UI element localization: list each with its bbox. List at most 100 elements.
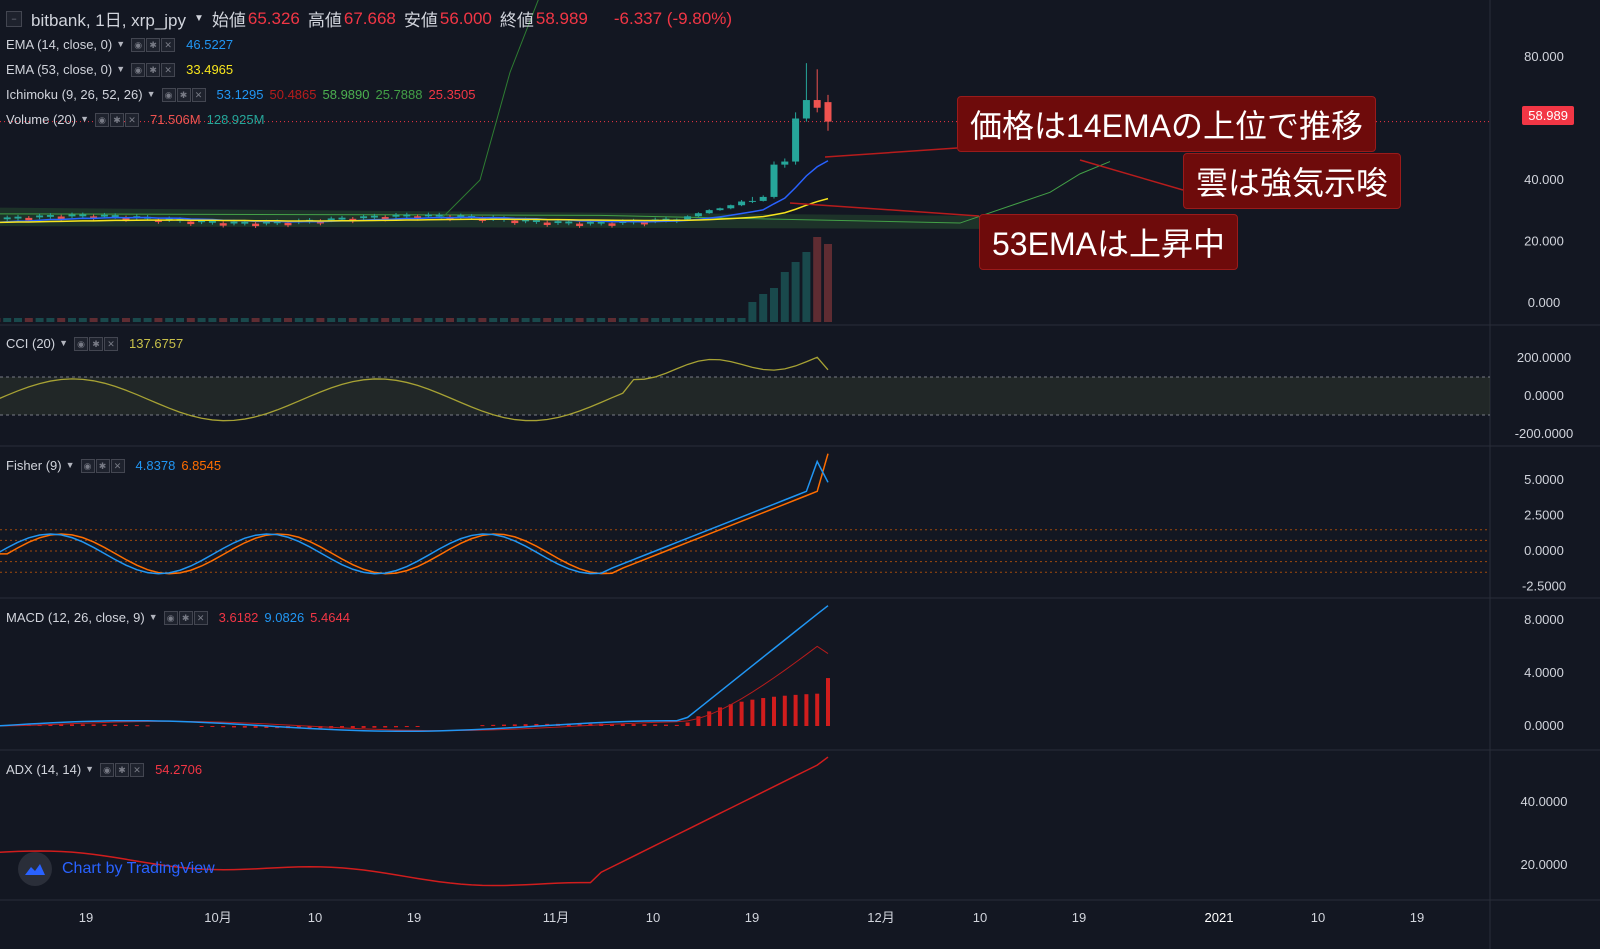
chevron-down-icon[interactable]: ▼ xyxy=(59,338,69,348)
candle-body xyxy=(122,217,130,220)
volume-bar xyxy=(554,318,562,322)
collapse-icon[interactable]: − xyxy=(6,10,22,27)
candle-body xyxy=(46,215,54,217)
candle-body xyxy=(727,205,735,209)
volume-bar xyxy=(413,318,422,322)
volume-bar xyxy=(705,318,714,322)
eye-icon[interactable]: ◉ xyxy=(131,63,146,77)
symbol-title[interactable]: bitbank, 1日, xrp_jpy xyxy=(31,11,186,30)
close-icon[interactable]: ✕ xyxy=(161,63,176,77)
annotation-cloud-bullish[interactable]: 雲は強気示唆 xyxy=(1183,153,1402,209)
gear-icon[interactable]: ✱ xyxy=(89,337,104,351)
chevron-down-icon[interactable]: ▼ xyxy=(146,89,156,99)
chevron-down-icon[interactable]: ▼ xyxy=(116,64,126,74)
close-icon[interactable]: ✕ xyxy=(193,611,208,625)
close-icon[interactable]: ✕ xyxy=(130,763,145,777)
eye-icon[interactable]: ◉ xyxy=(131,38,146,52)
eye-icon[interactable]: ◉ xyxy=(95,113,110,127)
annotation-ema53-rising[interactable]: 53EMAは上昇中 xyxy=(979,214,1238,270)
eye-icon[interactable]: ◉ xyxy=(80,459,95,473)
chevron-down-icon[interactable]: ▼ xyxy=(193,13,204,24)
gear-icon[interactable]: ✱ xyxy=(146,63,161,77)
eye-icon[interactable]: ◉ xyxy=(100,763,115,777)
close-icon[interactable]: ✕ xyxy=(125,113,140,127)
close-icon[interactable]: ✕ xyxy=(110,459,125,473)
volume-bar xyxy=(111,318,120,322)
fisher-trigger-line xyxy=(0,453,829,575)
chevron-down-icon[interactable]: ▼ xyxy=(65,460,75,470)
close-value: 58.989 xyxy=(535,8,588,28)
eye-icon[interactable]: ◉ xyxy=(163,611,178,625)
candle-body xyxy=(781,161,789,165)
y-tick-label: 40.000 xyxy=(1524,172,1564,187)
macd-histogram-bar xyxy=(512,724,517,726)
macd-histogram-bar xyxy=(815,693,820,726)
legend-fisher[interactable]: Fisher (9) ▼ ◉ ✱ ✕ 4.8378 6.8545 xyxy=(6,457,221,473)
low-value: 56.000 xyxy=(439,8,492,28)
candle-body xyxy=(187,221,195,225)
candle-body xyxy=(792,118,800,162)
candle-body xyxy=(511,220,519,224)
candle-body xyxy=(554,221,562,224)
macd-histogram-bar xyxy=(696,716,701,726)
volume-bar xyxy=(35,318,44,322)
volume-bar xyxy=(78,318,87,322)
candle-body xyxy=(403,214,411,217)
candle-body xyxy=(219,223,227,226)
chevron-down-icon[interactable]: ▼ xyxy=(116,39,126,49)
x-tick-label: 11月 xyxy=(543,910,570,925)
close-icon[interactable]: ✕ xyxy=(104,337,119,351)
macd-histogram-bar xyxy=(631,724,636,726)
gear-icon[interactable]: ✱ xyxy=(146,38,161,52)
annotation-price-above-ema14[interactable]: 価格は14EMAの上位で推移 xyxy=(957,96,1376,152)
close-icon[interactable]: ✕ xyxy=(191,88,206,102)
eye-icon[interactable]: ◉ xyxy=(74,337,89,351)
macd-histogram-bar xyxy=(199,726,204,727)
chevron-down-icon[interactable]: ▼ xyxy=(148,612,158,622)
candle-body xyxy=(57,216,65,219)
candle-body xyxy=(284,222,292,226)
high-value: 67.668 xyxy=(343,8,396,28)
ichimoku-lagging-line xyxy=(439,0,539,221)
legend-macd[interactable]: MACD (12, 26, close, 9) ▼ ◉ ✱ ✕ 3.6182 9.08… xyxy=(6,609,350,625)
x-tick-label: 10 xyxy=(973,910,987,925)
volume-bar xyxy=(251,318,260,322)
legend-ema53[interactable]: EMA (53, close, 0) ▼ ◉ ✱ ✕ 33.4965 xyxy=(6,61,233,77)
volume-bar xyxy=(305,318,314,322)
volume-bar xyxy=(262,318,271,322)
legend-cci[interactable]: CCI (20) ▼ ◉ ✱ ✕ 137.6757 xyxy=(6,335,183,351)
y-tick-label: 8.0000 xyxy=(1524,612,1564,627)
close-icon[interactable]: ✕ xyxy=(161,38,176,52)
change-value: -6.337 (-9.80%) xyxy=(613,8,732,28)
annotation-pointer xyxy=(1079,159,1184,191)
chevron-down-icon[interactable]: ▼ xyxy=(80,114,90,124)
gear-icon[interactable]: ✱ xyxy=(95,459,110,473)
legend-value: 137.6757 xyxy=(129,335,184,351)
x-tick-label: 19 xyxy=(407,910,421,925)
volume-bar xyxy=(186,318,195,322)
eye-icon[interactable]: ◉ xyxy=(161,88,176,102)
candle-body xyxy=(738,201,746,206)
macd-histogram-bar xyxy=(502,724,506,726)
volume-bar xyxy=(240,318,249,322)
gear-icon[interactable]: ✱ xyxy=(115,763,130,777)
volume-bar xyxy=(46,318,55,322)
volume-bar xyxy=(273,318,282,322)
legend-adx[interactable]: ADX (14, 14) ▼ ◉ ✱ ✕ 54.2706 xyxy=(6,761,202,777)
candle-body xyxy=(252,223,260,227)
volume-bar xyxy=(424,318,433,322)
gear-icon[interactable]: ✱ xyxy=(176,88,191,102)
chevron-down-icon[interactable]: ▼ xyxy=(85,764,95,774)
legend-value: 5.4644 xyxy=(310,609,350,625)
tradingview-watermark[interactable]: Chart by TradingView xyxy=(18,852,215,886)
volume-bar xyxy=(165,318,174,322)
legend-volume[interactable]: Volume (20) ▼ ◉ ✱ ✕ 71.506M 128.925M xyxy=(6,111,264,127)
legend-ichimoku[interactable]: Ichimoku (9, 26, 52, 26) ▼ ◉ ✱ ✕ 53.1295 50… xyxy=(6,86,476,102)
gear-icon[interactable]: ✱ xyxy=(110,113,125,127)
gear-icon[interactable]: ✱ xyxy=(178,611,193,625)
legend-ema14[interactable]: EMA (14, close, 0) ▼ ◉ ✱ ✕ 46.5227 xyxy=(6,36,233,52)
cci-line xyxy=(0,356,829,422)
macd-histogram-bar xyxy=(80,724,85,726)
volume-bar xyxy=(284,318,292,322)
